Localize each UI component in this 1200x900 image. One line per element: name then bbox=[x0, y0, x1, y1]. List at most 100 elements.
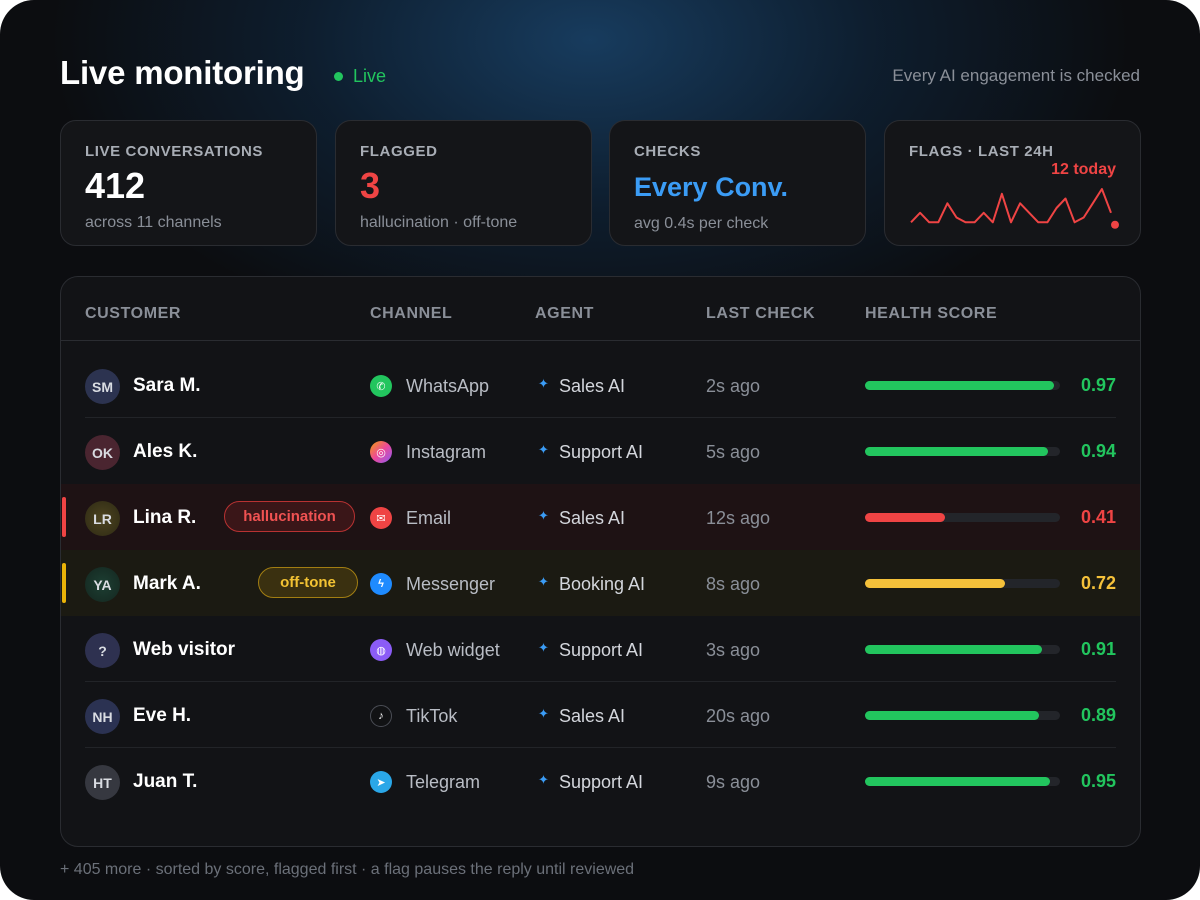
instagram-icon: ◎ bbox=[370, 441, 392, 463]
agent-name: Sales AI bbox=[559, 376, 626, 396]
health-score-fill bbox=[865, 447, 1048, 456]
last-check-time: 9s ago bbox=[706, 772, 761, 792]
card-value: 3 bbox=[360, 165, 381, 206]
customer-name[interactable]: Mark A. bbox=[133, 573, 201, 594]
customer-name[interactable]: Eve H. bbox=[133, 705, 192, 726]
flags-today-count: 12 today bbox=[1051, 161, 1116, 178]
table-header: CUSTOMER CHANNEL AGENT LAST CHECK HEALTH… bbox=[61, 277, 1140, 341]
health-score-value: 0.94 bbox=[1080, 441, 1116, 461]
card-sub: hallucination · off-tone bbox=[360, 214, 518, 231]
channel-name: Instagram bbox=[406, 442, 487, 462]
header: Live monitoring Live Every AI engagement… bbox=[60, 52, 1140, 100]
health-score-bar bbox=[865, 645, 1060, 654]
table-row[interactable]: NH Eve H. ♪ TikTok ✦ Sales AI 20s ago 0.89 bbox=[61, 682, 1140, 748]
stat-cards: LIVE CONVERSATIONS 412 across 11 channel… bbox=[60, 120, 1141, 246]
avatar: LR bbox=[85, 501, 120, 536]
avatar: NH bbox=[85, 699, 120, 734]
table-row[interactable]: LR Lina R. hallucination ✉ Email ✦ Sales AI 12s… bbox=[61, 484, 1140, 550]
customer-name[interactable]: Juan T. bbox=[133, 771, 198, 792]
live-dot-icon bbox=[334, 72, 343, 81]
live-label: Live bbox=[353, 66, 387, 86]
sparkle-icon: ✦ bbox=[538, 640, 549, 655]
column-header-health-score[interactable]: HEALTH SCORE bbox=[865, 305, 998, 322]
tagline: Every AI engagement is checked bbox=[892, 66, 1140, 85]
channel-name: Telegram bbox=[406, 772, 481, 792]
card-label: LIVE CONVERSATIONS bbox=[85, 143, 264, 160]
column-header-customer[interactable]: CUSTOMER bbox=[85, 305, 182, 322]
health-score-fill bbox=[865, 579, 1005, 588]
last-check-time: 2s ago bbox=[706, 376, 761, 396]
card-sub: avg 0.4s per check bbox=[634, 215, 769, 232]
table-row[interactable]: OK Ales K. ◎ Instagram ✦ Support AI 5s ago 0.94 bbox=[61, 418, 1140, 484]
channel-name: Web widget bbox=[406, 640, 500, 660]
health-score-bar bbox=[865, 447, 1060, 456]
card-label: FLAGS · LAST 24H bbox=[909, 143, 1054, 160]
channel-name: Email bbox=[406, 508, 452, 528]
avatar: HT bbox=[85, 765, 120, 800]
sparkline-series bbox=[910, 188, 1112, 224]
health-score-bar bbox=[865, 711, 1060, 720]
sparkle-icon: ✦ bbox=[538, 574, 549, 589]
channel-name: Messenger bbox=[406, 574, 496, 594]
sparkle-icon: ✦ bbox=[538, 508, 549, 523]
conversations-table: CUSTOMER CHANNEL AGENT LAST CHECK HEALTH… bbox=[60, 276, 1141, 847]
health-score-bar bbox=[865, 513, 1060, 522]
flags-sparkline bbox=[910, 188, 1119, 229]
health-score-fill bbox=[865, 711, 1039, 720]
telegram-icon: ➤ bbox=[370, 771, 392, 793]
health-score-fill bbox=[865, 381, 1054, 390]
card-value: 412 bbox=[85, 165, 146, 206]
customer-name[interactable]: Sara M. bbox=[133, 375, 201, 396]
card-sub: across 11 channels bbox=[85, 214, 222, 231]
avatar: SM bbox=[85, 369, 120, 404]
card-value: Every Conv. bbox=[634, 172, 789, 202]
customer-name[interactable]: Lina R. bbox=[133, 507, 197, 528]
card-flagged: FLAGGED 3 hallucination · off-tone bbox=[335, 120, 592, 246]
table-row[interactable]: ? Web visitor ◍ Web widget ✦ Support AI 3s ago… bbox=[61, 616, 1140, 682]
health-score-value: 0.89 bbox=[1080, 705, 1116, 725]
customer-name[interactable]: Ales K. bbox=[133, 441, 198, 462]
agent-name: Support AI bbox=[559, 640, 644, 660]
flag-accent-bar bbox=[62, 497, 66, 537]
last-check-time: 5s ago bbox=[706, 442, 761, 462]
card-checks: CHECKS Every Conv. avg 0.4s per check bbox=[609, 120, 866, 246]
sparkle-icon: ✦ bbox=[538, 376, 549, 391]
email-icon: ✉ bbox=[370, 507, 392, 529]
last-check-time: 3s ago bbox=[706, 640, 761, 660]
table-row[interactable]: HT Juan T. ➤ Telegram ✦ Support AI 9s ago 0.95 bbox=[61, 748, 1140, 814]
health-score-fill bbox=[865, 645, 1042, 654]
flag-badge-hallucination[interactable]: hallucination bbox=[224, 501, 355, 532]
health-score-bar bbox=[865, 579, 1060, 588]
health-score-value: 0.72 bbox=[1080, 573, 1116, 593]
column-header-last-check[interactable]: LAST CHECK bbox=[706, 305, 816, 322]
table-row[interactable]: SM Sara M. ✆ WhatsApp ✦ Sales AI 2s ago 0.97 bbox=[61, 352, 1140, 418]
agent-name: Booking AI bbox=[559, 574, 646, 594]
health-score-value: 0.41 bbox=[1080, 507, 1116, 527]
card-flags-24h: FLAGS · LAST 24H 12 today bbox=[884, 120, 1141, 246]
customer-name[interactable]: Web visitor bbox=[133, 639, 236, 660]
last-check-time: 20s ago bbox=[706, 706, 771, 726]
last-check-time: 12s ago bbox=[706, 508, 771, 528]
avatar: YA bbox=[85, 567, 120, 602]
flag-badge-off-tone[interactable]: off-tone bbox=[258, 567, 358, 598]
health-score-value: 0.97 bbox=[1080, 375, 1116, 395]
health-score-value: 0.91 bbox=[1080, 639, 1116, 659]
avatar: ? bbox=[85, 633, 120, 668]
card-label: CHECKS bbox=[634, 143, 701, 160]
sparkline-endpoint bbox=[1111, 220, 1119, 229]
channel-name: TikTok bbox=[406, 706, 458, 726]
table-row[interactable]: YA Mark A. off-tone ϟ Messenger ✦ Booking AI 8s… bbox=[61, 550, 1140, 616]
channel-name: WhatsApp bbox=[406, 376, 490, 396]
avatar: OK bbox=[85, 435, 120, 470]
health-score-fill bbox=[865, 777, 1050, 786]
health-score-fill bbox=[865, 513, 945, 522]
agent-name: Sales AI bbox=[559, 706, 626, 726]
health-score-value: 0.95 bbox=[1080, 771, 1116, 791]
column-header-channel[interactable]: CHANNEL bbox=[370, 305, 453, 322]
column-header-agent[interactable]: AGENT bbox=[535, 305, 594, 322]
agent-name: Support AI bbox=[559, 442, 644, 462]
tiktok-icon: ♪ bbox=[370, 705, 392, 727]
sparkle-icon: ✦ bbox=[538, 706, 549, 721]
messenger-icon: ϟ bbox=[370, 573, 392, 595]
